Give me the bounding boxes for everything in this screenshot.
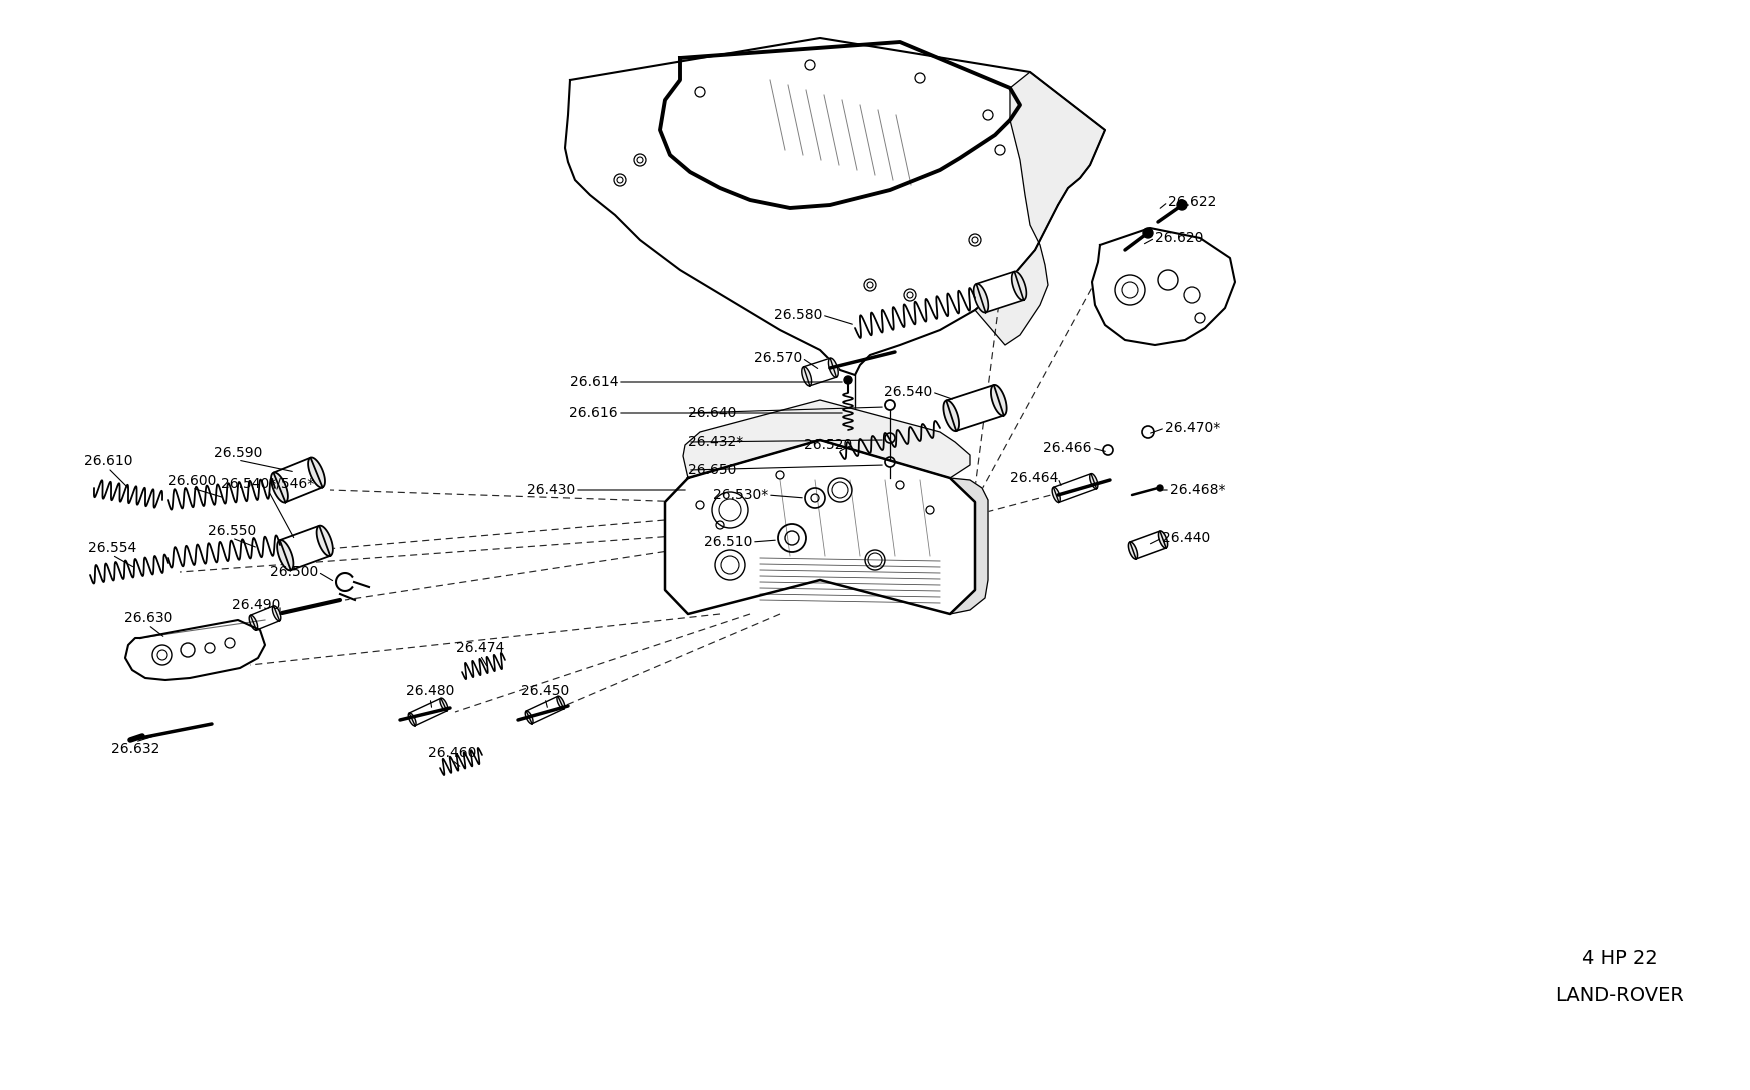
Text: 26.474: 26.474 <box>457 641 504 655</box>
Text: 26.500: 26.500 <box>270 565 318 579</box>
Polygon shape <box>565 38 1104 375</box>
Polygon shape <box>682 400 970 479</box>
Circle shape <box>1143 228 1153 238</box>
Text: 26.550: 26.550 <box>208 524 256 538</box>
Text: 26.590: 26.590 <box>214 446 262 460</box>
Circle shape <box>1157 485 1164 490</box>
Polygon shape <box>803 359 836 386</box>
Text: 26.468*: 26.468* <box>1171 483 1225 497</box>
Text: 26.460: 26.460 <box>427 746 476 760</box>
Text: 4 HP 22: 4 HP 22 <box>1582 948 1657 968</box>
Text: 26.540*/546*: 26.540*/546* <box>222 476 315 490</box>
Circle shape <box>1178 199 1186 210</box>
Polygon shape <box>1158 531 1167 548</box>
Polygon shape <box>1129 542 1138 559</box>
Polygon shape <box>248 615 257 630</box>
Polygon shape <box>990 385 1006 415</box>
Polygon shape <box>1054 474 1097 502</box>
Polygon shape <box>308 458 326 487</box>
Text: 26.570: 26.570 <box>754 351 802 365</box>
Text: 26.540: 26.540 <box>884 385 933 399</box>
Text: 26.450: 26.450 <box>522 685 569 698</box>
Circle shape <box>844 376 852 384</box>
Polygon shape <box>828 359 838 377</box>
Text: 26.470*: 26.470* <box>1166 421 1220 435</box>
Polygon shape <box>250 606 280 630</box>
Polygon shape <box>556 697 565 710</box>
Polygon shape <box>271 472 289 502</box>
Text: 26.440: 26.440 <box>1162 531 1211 545</box>
Text: 26.622: 26.622 <box>1167 195 1216 209</box>
Polygon shape <box>439 699 448 711</box>
Polygon shape <box>317 525 332 556</box>
Text: 26.640: 26.640 <box>688 405 737 420</box>
Text: 26.610: 26.610 <box>84 455 133 468</box>
Text: 26.632: 26.632 <box>110 742 159 756</box>
Polygon shape <box>273 458 322 502</box>
Text: 26.580: 26.580 <box>774 308 822 322</box>
Polygon shape <box>1011 271 1026 300</box>
Polygon shape <box>1130 531 1166 559</box>
Polygon shape <box>973 283 989 313</box>
Text: 26.464: 26.464 <box>1010 471 1059 485</box>
Text: 26.480: 26.480 <box>406 685 455 698</box>
Polygon shape <box>124 620 264 680</box>
Polygon shape <box>1052 487 1060 502</box>
Text: 26.616: 26.616 <box>569 405 618 420</box>
Polygon shape <box>950 479 989 614</box>
Polygon shape <box>410 699 446 726</box>
Polygon shape <box>1090 473 1097 488</box>
Text: 26.432*: 26.432* <box>688 435 744 449</box>
Polygon shape <box>665 440 975 614</box>
Polygon shape <box>527 697 564 724</box>
Polygon shape <box>943 400 959 431</box>
Text: 26.600: 26.600 <box>168 474 217 488</box>
Polygon shape <box>802 366 812 386</box>
Polygon shape <box>273 606 280 621</box>
Polygon shape <box>977 271 1024 313</box>
Polygon shape <box>1092 228 1236 346</box>
Text: 26.620: 26.620 <box>1155 231 1204 245</box>
Polygon shape <box>276 540 294 570</box>
Polygon shape <box>975 72 1104 346</box>
Text: 26.530*: 26.530* <box>712 488 768 502</box>
Text: 26.490: 26.490 <box>231 598 280 611</box>
Text: 26.520: 26.520 <box>803 438 852 452</box>
Polygon shape <box>525 711 534 724</box>
Polygon shape <box>280 525 331 570</box>
Text: 26.466: 26.466 <box>1043 441 1092 455</box>
Text: LAND-ROVER: LAND-ROVER <box>1556 985 1685 1005</box>
Text: 26.630: 26.630 <box>124 611 172 625</box>
Polygon shape <box>408 713 416 726</box>
Text: 26.614: 26.614 <box>569 375 618 389</box>
Text: 26.510: 26.510 <box>704 535 752 549</box>
Polygon shape <box>947 385 1004 431</box>
Text: 26.554: 26.554 <box>88 541 136 555</box>
Text: 26.650: 26.650 <box>688 463 737 477</box>
Text: 26.430: 26.430 <box>527 483 576 497</box>
